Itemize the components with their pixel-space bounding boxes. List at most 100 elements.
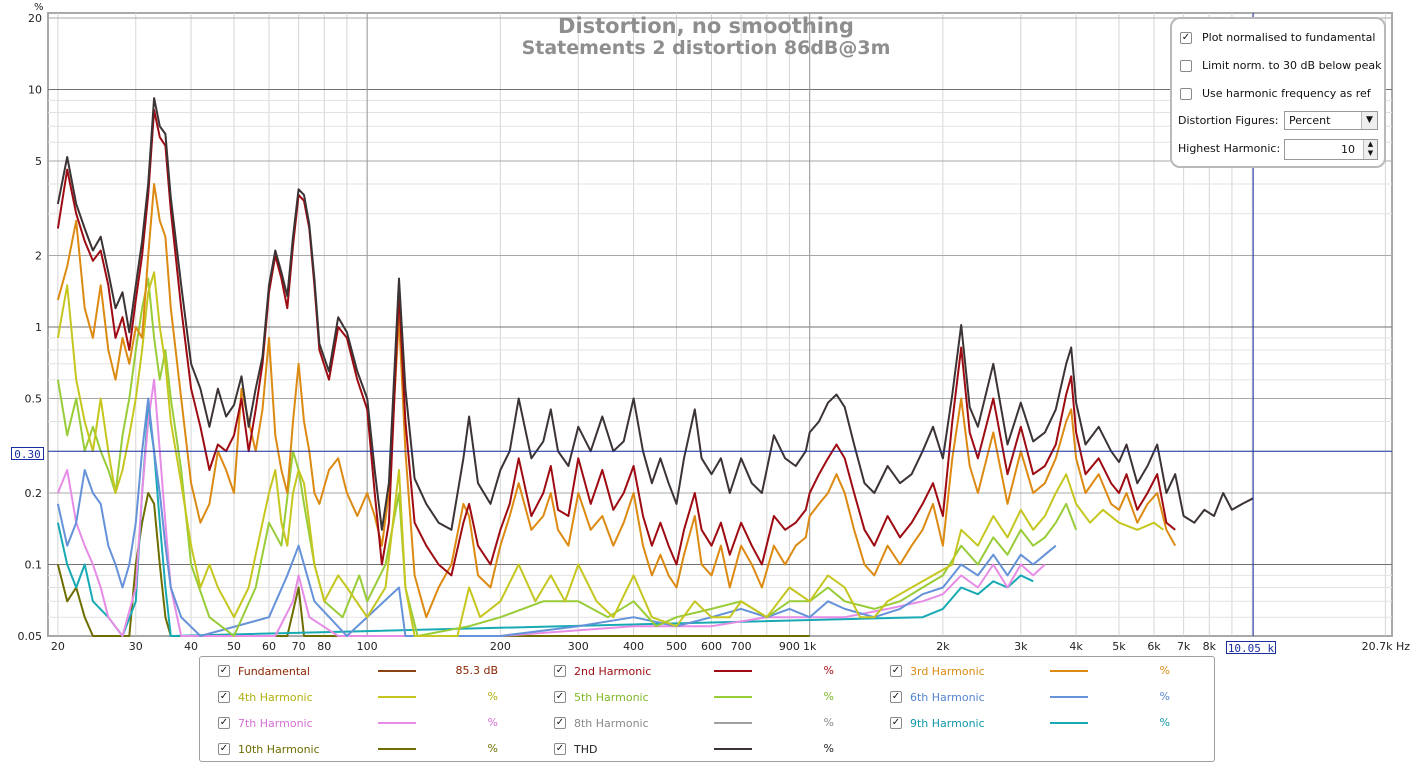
legend-item-6th-harmonic[interactable]: ✓ 6th Harmonic% bbox=[890, 689, 1190, 705]
normalised-label: Plot normalised to fundamental bbox=[1202, 31, 1376, 44]
legend-item-5th-harmonic[interactable]: ✓ 5th Harmonic% bbox=[554, 689, 854, 705]
x-tick-label: 20.7k Hz bbox=[1362, 640, 1411, 653]
series-line-5th-harmonic bbox=[56, 277, 1078, 637]
series-line-thd bbox=[56, 97, 1254, 531]
legend-value: % bbox=[1159, 690, 1170, 703]
legend-item-4th-harmonic[interactable]: ✓ 4th Harmonic% bbox=[218, 689, 518, 705]
x-tick-label: 5k bbox=[1112, 640, 1126, 653]
x-tick-label: 80 bbox=[317, 640, 331, 653]
y-tick-label: 0.5 bbox=[25, 393, 43, 406]
highest-harmonic-stepper[interactable]: 10 ▲ ▼ bbox=[1284, 139, 1378, 160]
legend-checkbox[interactable]: ✓ bbox=[890, 691, 902, 703]
harmonic-ref-label: Use harmonic frequency as ref bbox=[1202, 87, 1371, 100]
normalised-checkbox[interactable]: ✓ bbox=[1180, 31, 1192, 44]
legend-value: % bbox=[823, 690, 834, 703]
legend-checkbox[interactable]: ✓ bbox=[890, 717, 902, 729]
legend-label: 6th Harmonic bbox=[910, 690, 985, 704]
legend-item-fundamental[interactable]: ✓ Fundamental 85.3 dB bbox=[218, 663, 518, 679]
legend-checkbox[interactable]: ✓ bbox=[554, 717, 566, 729]
x-tick-label: 600 bbox=[701, 640, 722, 653]
legend-label: 10th Harmonic bbox=[238, 742, 320, 756]
limit-checkbox[interactable] bbox=[1180, 59, 1192, 72]
chart-title: Distortion, no smoothing bbox=[558, 14, 854, 38]
legend-item-thd[interactable]: ✓ THD% bbox=[554, 741, 854, 757]
legend-checkbox[interactable]: ✓ bbox=[554, 691, 566, 703]
legend-checkbox[interactable]: ✓ bbox=[218, 717, 230, 729]
legend-item-2nd-harmonic[interactable]: ✓ 2nd Harmonic% bbox=[554, 663, 854, 679]
legend-swatch bbox=[1050, 696, 1088, 698]
harmonic-ref-checkbox[interactable] bbox=[1180, 87, 1192, 100]
x-tick-label: 8k bbox=[1203, 640, 1217, 653]
legend-swatch bbox=[714, 748, 752, 750]
legend-label: 8th Harmonic bbox=[574, 716, 649, 730]
legend-item-7th-harmonic[interactable]: ✓ 7th Harmonic% bbox=[218, 715, 518, 731]
legend-checkbox[interactable]: ✓ bbox=[218, 691, 230, 703]
series-line-2nd-harmonic bbox=[56, 109, 1176, 577]
stepper-arrows-icon[interactable]: ▲ ▼ bbox=[1363, 140, 1377, 159]
y-cursor-readout: 0.30 bbox=[11, 447, 44, 461]
legend-label: 7th Harmonic bbox=[238, 716, 313, 730]
series-line-7th-harmonic bbox=[56, 378, 1046, 637]
x-tick-label: 50 bbox=[227, 640, 241, 653]
chevron-down-icon[interactable]: ▼ bbox=[1361, 112, 1377, 129]
x-tick-label: 700 bbox=[731, 640, 752, 653]
tick-labels: 20 10 5 2 1 0.5 0.2 0.1 0.05 20 30 40 50 60 70 80 100 200… bbox=[18, 12, 1411, 653]
legend-swatch bbox=[378, 748, 416, 750]
x-tick-label: 30 bbox=[129, 640, 143, 653]
x-tick-label: 40 bbox=[184, 640, 198, 653]
series-line-9th-harmonic bbox=[56, 408, 1034, 637]
x-tick-label: 60 bbox=[262, 640, 276, 653]
legend-value: % bbox=[823, 716, 834, 729]
normalised-option[interactable]: ✓ Plot normalised to fundamental bbox=[1180, 31, 1375, 44]
legend-label: 2nd Harmonic bbox=[574, 664, 652, 678]
legend-item-9th-harmonic[interactable]: ✓ 9th Harmonic% bbox=[890, 715, 1190, 731]
y-tick-label: 2 bbox=[35, 250, 42, 263]
distortion-figures-value: Percent bbox=[1289, 114, 1331, 127]
legend-checkbox[interactable]: ✓ bbox=[554, 665, 566, 677]
legend-swatch bbox=[1050, 722, 1088, 724]
limit-option[interactable]: Limit norm. to 30 dB below peak bbox=[1180, 59, 1381, 72]
x-tick-label: 7k bbox=[1177, 640, 1191, 653]
legend-value: % bbox=[1159, 716, 1170, 729]
highest-harmonic-value[interactable]: 10 bbox=[1341, 143, 1355, 156]
x-tick-label: 500 bbox=[666, 640, 687, 653]
distortion-chart[interactable]: 20 10 5 2 1 0.5 0.2 0.1 0.05 20 30 40 50 60 70 80 100 200… bbox=[0, 0, 1414, 656]
legend-swatch bbox=[378, 670, 416, 672]
legend-item-3rd-harmonic[interactable]: ✓ 3rd Harmonic% bbox=[890, 663, 1190, 679]
x-tick-label: 200 bbox=[490, 640, 511, 653]
distortion-figures-select[interactable]: Percent ▼ bbox=[1284, 111, 1378, 130]
y-tick-label: 5 bbox=[35, 155, 42, 168]
distortion-controls-panel: ✓ Plot normalised to fundamental Limit n… bbox=[1170, 17, 1386, 168]
x-tick-label: 2k bbox=[936, 640, 950, 653]
y-tick-label: 0.1 bbox=[25, 559, 43, 572]
legend-value: % bbox=[823, 664, 834, 677]
legend-item-10th-harmonic[interactable]: ✓ 10th Harmonic% bbox=[218, 741, 518, 757]
series-line-4th-harmonic bbox=[56, 271, 1165, 637]
legend-item-8th-harmonic[interactable]: ✓ 8th Harmonic% bbox=[554, 715, 854, 731]
legend-label: Fundamental bbox=[238, 664, 310, 678]
y-tick-label: 0.2 bbox=[25, 487, 43, 500]
highest-harmonic-label: Highest Harmonic: bbox=[1178, 142, 1281, 155]
harmonic-ref-option[interactable]: Use harmonic frequency as ref bbox=[1180, 87, 1371, 100]
legend-label: 4th Harmonic bbox=[238, 690, 313, 704]
legend-label: 5th Harmonic bbox=[574, 690, 649, 704]
legend-checkbox[interactable]: ✓ bbox=[218, 743, 230, 755]
y-tick-label: 1 bbox=[35, 321, 42, 334]
legend-checkbox[interactable]: ✓ bbox=[218, 665, 230, 677]
x-tick-label: 70 bbox=[292, 640, 306, 653]
y-tick-label: 0.05 bbox=[18, 630, 43, 643]
legend-checkbox[interactable]: ✓ bbox=[890, 665, 902, 677]
series-layer bbox=[56, 97, 1254, 637]
legend-checkbox[interactable]: ✓ bbox=[554, 743, 566, 755]
legend-value: % bbox=[1159, 664, 1170, 677]
series-line-10th-harmonic bbox=[56, 492, 810, 637]
x-tick-label: 4k bbox=[1069, 640, 1083, 653]
x-tick-label: 100 bbox=[357, 640, 378, 653]
legend-swatch bbox=[378, 722, 416, 724]
x-cursor-readout: 10.05 k bbox=[1226, 641, 1276, 655]
figures-label: Distortion Figures: bbox=[1178, 114, 1279, 127]
limit-label: Limit norm. to 30 dB below peak bbox=[1202, 59, 1382, 72]
y-tick-label: 20 bbox=[28, 12, 42, 25]
legend-value: % bbox=[487, 690, 498, 703]
legend-swatch bbox=[1050, 670, 1088, 672]
